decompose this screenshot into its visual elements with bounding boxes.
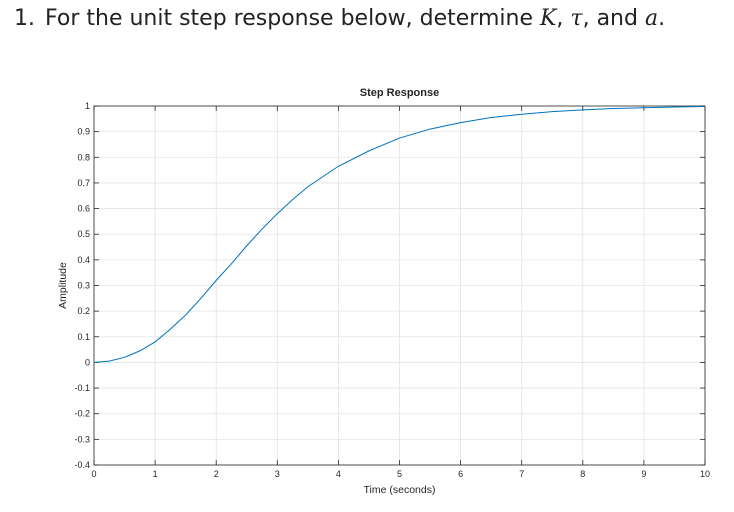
x-axis-label: Time (seconds) bbox=[364, 484, 436, 496]
x-tick-label: 1 bbox=[153, 469, 158, 479]
chart-title: Step Response bbox=[360, 87, 439, 99]
symbol-a: a bbox=[644, 6, 659, 31]
x-tick-label: 6 bbox=[458, 469, 463, 479]
y-tick-label: 0.8 bbox=[77, 152, 90, 162]
symbol-k: K bbox=[539, 6, 557, 31]
y-tick-label: -0.1 bbox=[74, 383, 90, 393]
x-tick-label: 9 bbox=[641, 469, 646, 479]
y-tick-label: 0.4 bbox=[77, 255, 90, 265]
axis-ticks: 0 1 2 3 4 5 6 7 8 9 10 -0.4 -0.3 -0.2 -0.1 0 0.1 0.2 0.3 0.… bbox=[74, 101, 710, 479]
question-suffix: . bbox=[658, 6, 666, 31]
y-tick-label: 0.3 bbox=[77, 281, 90, 291]
y-tick-label: -0.4 bbox=[74, 460, 90, 470]
y-tick-label: -0.3 bbox=[74, 434, 90, 444]
x-tick-label: 7 bbox=[519, 469, 524, 479]
question-text: 1. For the unit step response below, dete… bbox=[14, 6, 665, 31]
y-tick-label: 0.2 bbox=[77, 306, 90, 316]
question-prefix: For the unit step response below, determ… bbox=[45, 6, 540, 31]
y-tick-label: 0.5 bbox=[77, 229, 90, 239]
separator-1: , bbox=[556, 6, 571, 31]
y-tick-label: 0.6 bbox=[77, 204, 90, 214]
x-tick-label: 0 bbox=[91, 469, 96, 479]
x-tick-label: 4 bbox=[336, 469, 341, 479]
y-tick-label: 0.9 bbox=[77, 127, 90, 137]
x-tick-label: 5 bbox=[397, 469, 402, 479]
series-line bbox=[93, 106, 706, 363]
question-number: 1. bbox=[14, 6, 35, 31]
y-tick-label: -0.2 bbox=[74, 409, 90, 419]
grid-lines bbox=[93, 105, 706, 466]
y-tick-label: 1 bbox=[85, 101, 90, 111]
x-tick-label: 10 bbox=[700, 469, 710, 479]
x-tick-label: 2 bbox=[214, 469, 219, 479]
y-tick-label: 0 bbox=[85, 357, 90, 367]
separator-2: , and bbox=[582, 6, 645, 31]
x-tick-label: 3 bbox=[275, 469, 280, 479]
x-tick-label: 8 bbox=[580, 469, 585, 479]
y-axis-label: Amplitude bbox=[57, 262, 69, 309]
symbol-tau: τ bbox=[570, 6, 583, 31]
y-tick-label: 0.1 bbox=[77, 332, 90, 342]
y-tick-label: 0.7 bbox=[77, 178, 90, 188]
